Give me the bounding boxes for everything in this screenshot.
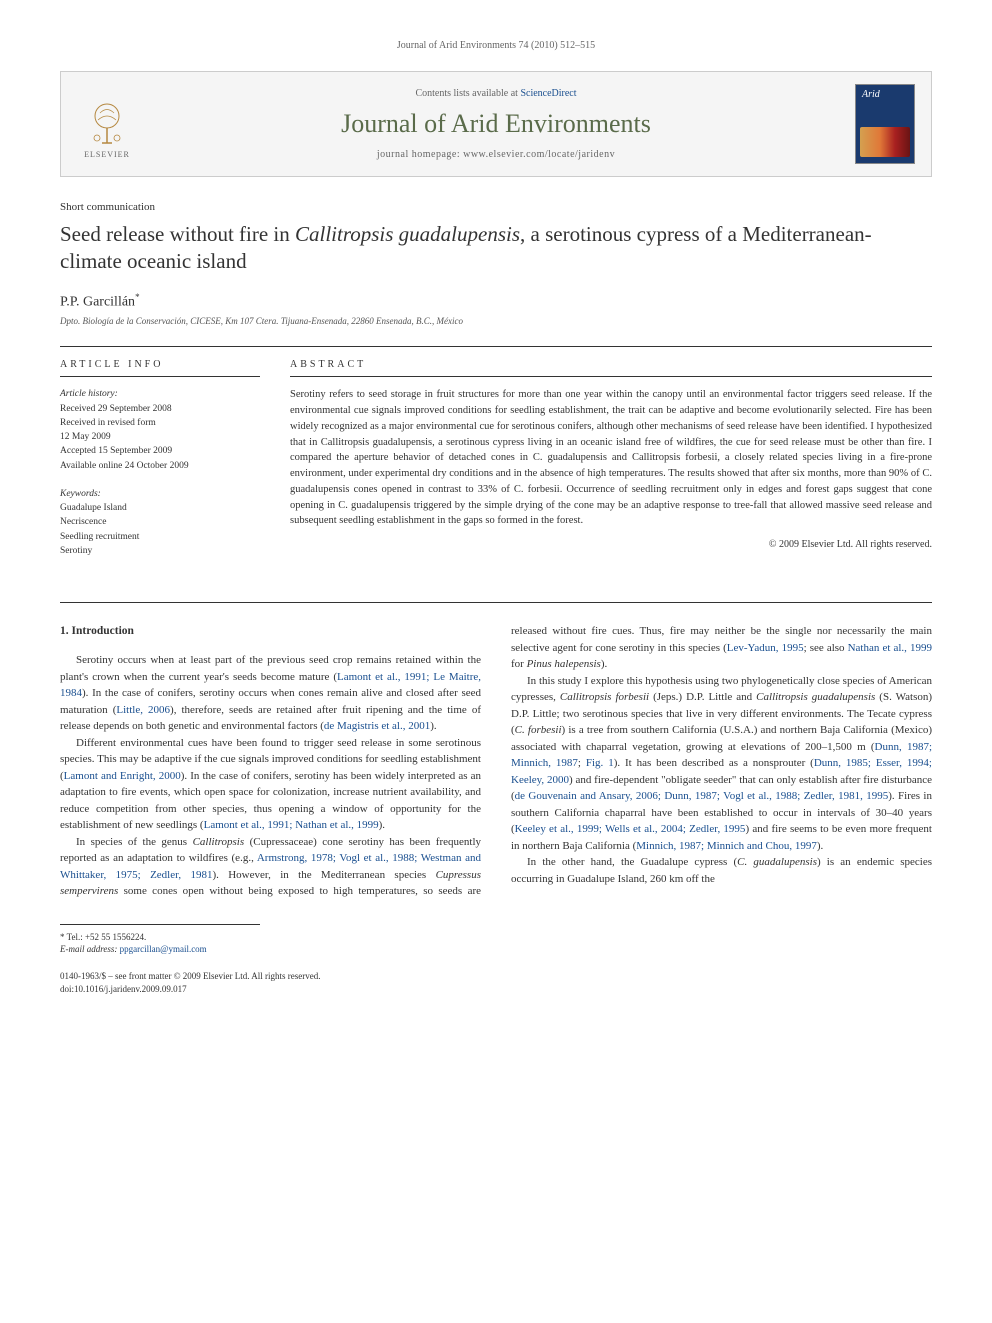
- body-para-4: In this study I explore this hypothesis …: [511, 673, 932, 855]
- citation[interactable]: de Gouvenain and Ansary, 2006; Dunn, 198…: [515, 790, 889, 802]
- citation[interactable]: Nathan et al., 1999: [848, 642, 932, 654]
- elsevier-logo: ELSEVIER: [77, 89, 137, 159]
- citation[interactable]: Minnich, 1987; Minnich and Chou, 1997: [636, 840, 817, 852]
- history-label: Article history:: [60, 387, 260, 401]
- running-head: Journal of Arid Environments 74 (2010) 5…: [60, 40, 932, 51]
- article-section-type: Short communication: [60, 201, 932, 213]
- article-info-column: ARTICLE INFO Article history: Received 2…: [60, 359, 260, 572]
- citation[interactable]: Lamont and Enright, 2000: [64, 770, 181, 782]
- author-affiliation: Dpto. Biología de la Conservación, CICES…: [60, 316, 932, 326]
- citation[interactable]: Lev-Yadun, 1995: [727, 642, 804, 654]
- intro-heading: 1. Introduction: [60, 623, 481, 640]
- article-info-heading: ARTICLE INFO: [60, 359, 260, 377]
- publisher-name: ELSEVIER: [84, 150, 130, 159]
- author-name: P.P. Garcillán*: [60, 292, 932, 311]
- keywords-label: Keywords:: [60, 487, 260, 501]
- body-para-5: In the other hand, the Guadalupe cypress…: [511, 854, 932, 887]
- article-body: 1. Introduction Serotiny occurs when at …: [60, 602, 932, 900]
- figure-ref[interactable]: Fig. 1: [586, 757, 614, 769]
- cover-map-graphic: [860, 127, 910, 157]
- elsevier-tree-icon: [82, 98, 132, 148]
- journal-cover-thumbnail: Arid: [855, 84, 915, 164]
- contents-available: Contents lists available at ScienceDirec…: [137, 88, 855, 99]
- body-para-2: Different environmental cues have been f…: [60, 735, 481, 834]
- citation[interactable]: Lamont et al., 1991; Nathan et al., 1999: [204, 819, 379, 831]
- front-matter-line: 0140-1963/$ – see front matter © 2009 El…: [60, 970, 932, 983]
- corresponding-tel: * Tel.: +52 55 1556224.: [60, 931, 932, 944]
- abstract-heading: ABSTRACT: [290, 359, 932, 377]
- email-label: E-mail address:: [60, 944, 117, 954]
- sciencedirect-link[interactable]: ScienceDirect: [520, 88, 576, 99]
- doi-line: doi:10.1016/j.jaridenv.2009.09.017: [60, 983, 932, 996]
- article-title: Seed release without fire in Callitropsi…: [60, 221, 932, 276]
- corresponding-marker: *: [135, 292, 140, 302]
- journal-homepage: journal homepage: www.elsevier.com/locat…: [137, 149, 855, 160]
- contents-prefix: Contents lists available at: [415, 88, 520, 99]
- article-history: Received 29 September 2008 Received in r…: [60, 402, 260, 473]
- journal-header: ELSEVIER Contents lists available at Sci…: [60, 71, 932, 177]
- citation[interactable]: Little, 2006: [116, 704, 170, 716]
- citation[interactable]: Keeley et al., 1999; Wells et al., 2004;…: [515, 823, 746, 835]
- author-email[interactable]: ppgarcillan@ymail.com: [120, 944, 207, 954]
- body-para-1: Serotiny occurs when at least part of th…: [60, 652, 481, 735]
- abstract-column: ABSTRACT Serotiny refers to seed storage…: [290, 359, 932, 572]
- journal-name: Journal of Arid Environments: [137, 109, 855, 139]
- citation[interactable]: de Magistris et al., 2001: [324, 720, 430, 732]
- abstract-copyright: © 2009 Elsevier Ltd. All rights reserved…: [290, 539, 932, 550]
- abstract-text: Serotiny refers to seed storage in fruit…: [290, 387, 932, 529]
- corresponding-footnote: * Tel.: +52 55 1556224. E-mail address: …: [60, 931, 932, 956]
- keywords-list: Guadalupe Island Necriscence Seedling re…: [60, 501, 260, 558]
- doi-block: 0140-1963/$ – see front matter © 2009 El…: [60, 970, 932, 995]
- footnote-separator: [60, 924, 260, 931]
- cover-title: Arid: [862, 89, 880, 100]
- header-center: Contents lists available at ScienceDirec…: [137, 88, 855, 160]
